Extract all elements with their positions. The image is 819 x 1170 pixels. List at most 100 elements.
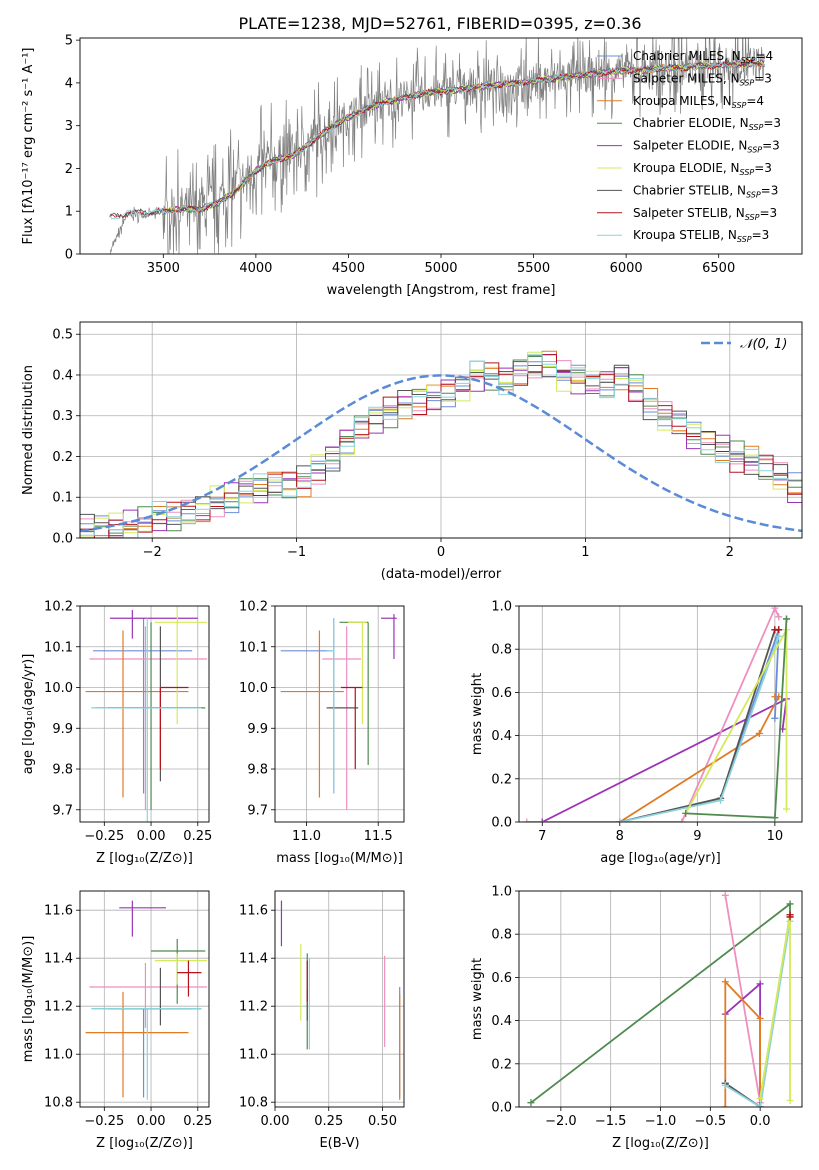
weight-point-marker (756, 1103, 764, 1107)
x-tick-label: 0.00 (137, 1114, 166, 1129)
weight-point-marker (755, 729, 763, 737)
weight-point-marker (616, 818, 624, 822)
x-axis-label: mass [log₁₀(M/M⊙)] (276, 851, 403, 866)
model-spectrum-line (109, 60, 766, 220)
x-tick-label: −0.25 (84, 829, 124, 844)
plot-area (85, 900, 208, 1100)
weight-series-line (724, 895, 791, 1103)
axes-frame (79, 321, 803, 539)
x-tick-label: 5500 (517, 261, 550, 276)
weight-point-marker (721, 891, 729, 899)
y-tick-label: 0.8 (491, 643, 512, 658)
axes-frame (518, 605, 803, 823)
x-tick-label: −1.5 (595, 1114, 627, 1129)
y-tick-label: 11.0 (239, 1048, 268, 1063)
y-tick-label: 11.0 (44, 1048, 73, 1063)
residual-histogram (80, 354, 802, 538)
weight-point-marker (721, 1103, 729, 1107)
weight-series-line (724, 921, 791, 1107)
x-tick-label: 4500 (332, 261, 365, 276)
y-tick-label: 0.4 (52, 368, 73, 383)
x-tick-label: 3500 (147, 261, 180, 276)
plot-area (80, 350, 802, 538)
legend-entry: Salpeter MILES, NSSP=3 (633, 71, 772, 87)
y-tick-label: 10.1 (239, 640, 268, 655)
y-tick-label: 5 (65, 34, 73, 49)
weight-point-marker (771, 606, 779, 612)
residual-histogram (80, 354, 802, 538)
x-tick-label: 7 (538, 829, 546, 844)
x-axis-label: Z [log₁₀(Z/Z⊙)] (96, 1136, 193, 1151)
figure-title: PLATE=1238, MJD=52761, FIBERID=0395, z=0… (238, 14, 641, 33)
normal-curve-line (80, 374, 802, 533)
x-tick-label: 4000 (239, 261, 272, 276)
legend-entry: Kroupa ELODIE, NSSP=3 (633, 161, 772, 177)
axes-frame (518, 890, 803, 1108)
plot-area (85, 606, 208, 822)
x-tick-label: 5000 (424, 261, 457, 276)
panel-age-vs-mass: 11.0 11.5 9.7 9.8 9.9 10.0 10.1 10.2 mass [log₁₀… (239, 600, 405, 866)
weight-point-marker (786, 913, 794, 921)
weight-point-marker (523, 818, 531, 822)
axes-frame (274, 890, 405, 1108)
panel-mass-vs-ebv: 0.00 0.25 0.50 10.8 11.0 11.2 11.4 11.6 E(B-V) (239, 890, 405, 1151)
weight-point-marker (678, 818, 686, 822)
legend-entry: Chabrier ELODIE, NSSP=3 (633, 116, 781, 132)
x-tick-label: 6000 (610, 261, 643, 276)
y-tick-label: 0.6 (491, 686, 512, 701)
x-tick-label: −1.0 (645, 1114, 677, 1129)
y-tick-label: 0.4 (491, 729, 512, 744)
weight-series-line (724, 914, 791, 1107)
y-tick-label: 11.2 (44, 1000, 73, 1015)
panel-weight-vs-Z: −2.0 −1.5 −1.0 −0.5 0.0 0.0 0.2 0.4 0.6 0.8 1.0 Z [… (470, 885, 803, 1151)
y-tick-label: 11.6 (239, 904, 268, 919)
x-axis-label: E(B-V) (319, 1136, 359, 1151)
x-tick-label: 0.50 (368, 1114, 397, 1129)
y-axis-label: age [log₁₀(age/yr)] (21, 654, 36, 775)
y-tick-label: 0 (65, 248, 73, 263)
y-tick-label: 10.1 (44, 640, 73, 655)
legend-entry: 𝒩(0, 1) (740, 337, 787, 352)
y-tick-label: 10.0 (44, 681, 73, 696)
x-tick-label: −2.0 (545, 1114, 577, 1129)
weight-point-marker (721, 978, 729, 986)
weight-series-line (619, 628, 779, 822)
y-tick-label: 4 (65, 76, 73, 91)
y-tick-label: 10.8 (44, 1096, 73, 1111)
weight-point-marker (527, 1099, 535, 1107)
y-tick-label: 0.1 (52, 491, 73, 506)
y-tick-label: 0.0 (52, 532, 73, 547)
y-tick-label: 9.9 (52, 722, 73, 737)
y-axis-label: Normed distribution (21, 365, 36, 495)
x-tick-label: 0.25 (183, 829, 212, 844)
spectrum-legend: Chabrier MILES, NSSP=4 Salpeter MILES, NS… (597, 49, 781, 244)
y-tick-label: 11.4 (44, 952, 73, 967)
weight-point-marker (756, 980, 764, 988)
y-tick-label: 10.0 (239, 681, 268, 696)
weight-series-line (724, 914, 791, 1107)
weight-point-marker (538, 818, 546, 822)
legend-entry: Kroupa STELIB, NSSP=3 (633, 228, 769, 244)
panel-mass-vs-Z: −0.25 0.00 0.25 10.8 11.0 11.2 11.4 11.6 Z [log₁… (21, 890, 212, 1151)
y-tick-label: 0.5 (52, 328, 73, 343)
y-tick-label: 9.7 (52, 803, 73, 818)
x-tick-label: −2 (143, 545, 162, 560)
axes-frame (274, 605, 405, 823)
panel-spectrum: 3500 4000 4500 5000 5500 6000 6500 0 1 2 3 4 5 wavele… (21, 34, 803, 298)
x-tick-label: 0.0 (750, 1114, 771, 1129)
weight-point-marker (771, 814, 779, 822)
y-tick-label: 0.2 (491, 1057, 512, 1072)
y-axis-label: Flux [fλ10⁻¹⁷ erg cm⁻² s⁻¹ A⁻¹] (21, 48, 36, 245)
x-tick-label: 6500 (702, 261, 735, 276)
x-tick-label: −0.25 (84, 1114, 124, 1129)
x-axis-label: wavelength [Angstrom, rest frame] (327, 283, 556, 298)
x-tick-label: 0.00 (261, 1114, 290, 1129)
weight-point-marker (782, 805, 790, 813)
y-tick-label: 0.6 (491, 971, 512, 986)
observed-spectrum-line (109, 38, 766, 254)
legend-entry: Kroupa MILES, NSSP=4 (633, 94, 764, 110)
x-tick-label: 0 (437, 545, 445, 560)
y-tick-label: 11.6 (44, 904, 73, 919)
weight-point-marker (786, 1097, 794, 1105)
